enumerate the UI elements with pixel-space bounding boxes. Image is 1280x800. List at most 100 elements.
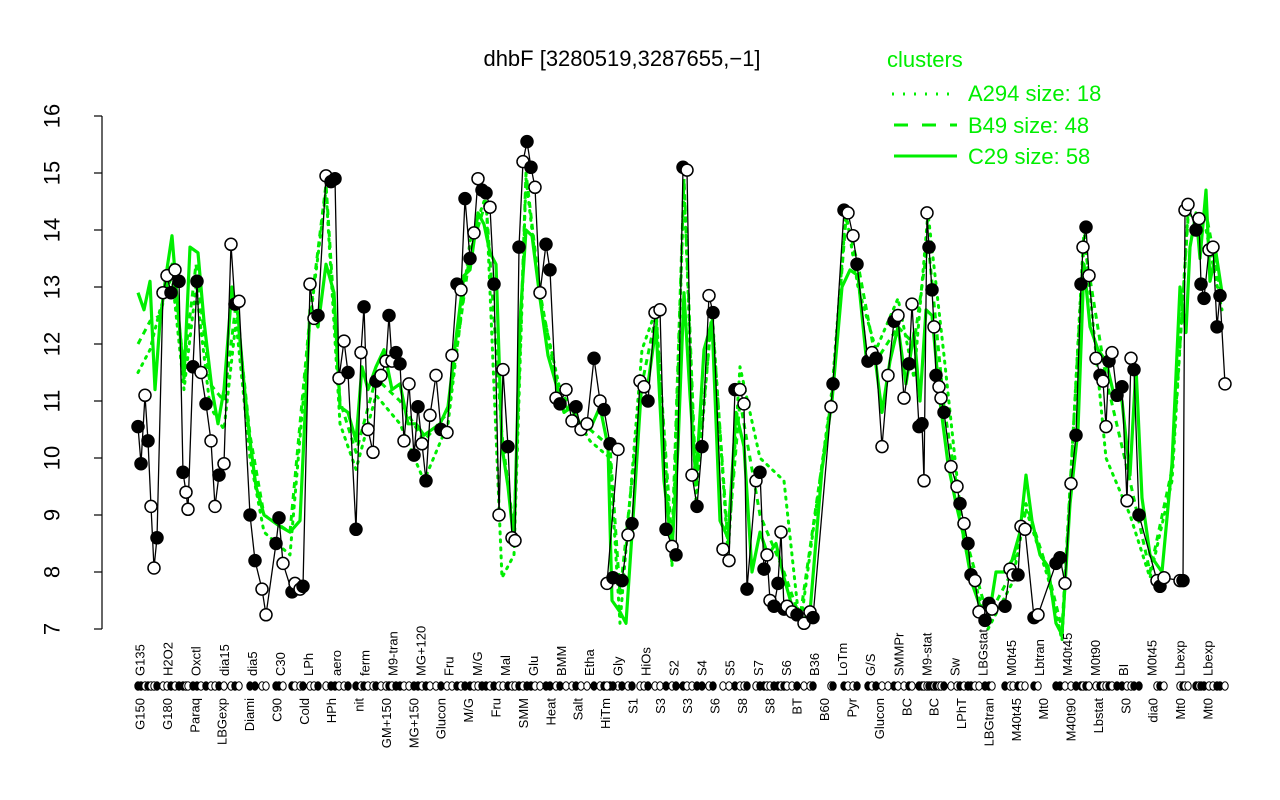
- y-tick-label: 13: [40, 275, 65, 299]
- x-tick-label: S5: [723, 660, 738, 676]
- x-tick-label: BMM: [554, 646, 569, 676]
- x-tick-label: SMMPr: [891, 632, 906, 676]
- x-tick-label: Lbexp: [1201, 641, 1216, 676]
- sample-point: [131, 419, 145, 434]
- x-tick-label: LBGstat: [976, 629, 991, 676]
- sample-point: [806, 610, 820, 625]
- x-tick-label: G135: [133, 644, 148, 676]
- sample-point: [463, 251, 477, 266]
- sample-point: [389, 345, 403, 360]
- x-tick-label: Fru: [489, 698, 504, 718]
- sample-point: [927, 320, 941, 334]
- sample-point: [929, 368, 943, 383]
- sample-point: [826, 377, 840, 391]
- x-tick-label: BT: [790, 698, 805, 715]
- x-tick-label: S2: [667, 660, 682, 676]
- x-tick-label: Pyr: [845, 697, 860, 717]
- sample-point: [407, 448, 421, 462]
- sample-point: [224, 237, 238, 252]
- sample-point: [685, 468, 699, 482]
- sample-point: [341, 365, 355, 380]
- sample-point: [875, 439, 889, 454]
- x-rug: [134, 681, 1229, 691]
- sample-point: [1058, 576, 1072, 591]
- sample-point: [415, 437, 429, 451]
- x-tick-label: M0t45: [1004, 640, 1019, 676]
- x-tick-label: Lbtran: [1032, 639, 1047, 676]
- sample-point: [580, 417, 594, 431]
- sample-point: [393, 357, 407, 371]
- sample-point: [1213, 288, 1227, 303]
- x-tick-label: M/G: [461, 698, 476, 723]
- x-tick-label: Mt0: [1201, 698, 1216, 720]
- x-tick-label: MG+150: [406, 698, 421, 748]
- x-tick-label: Gly: [610, 656, 625, 676]
- sample-point: [501, 439, 515, 454]
- x-tick-label: HPh: [324, 698, 339, 723]
- sample-point: [771, 576, 785, 591]
- sample-point: [597, 402, 611, 417]
- x-tick-label: Sw: [948, 657, 963, 676]
- sample-point: [1076, 240, 1090, 254]
- sample-point: [625, 516, 639, 531]
- sample-point: [1115, 380, 1129, 394]
- sample-point: [524, 160, 538, 175]
- x-tick-label: Lbexp: [1172, 641, 1187, 676]
- sample-point: [1099, 419, 1113, 434]
- x-tick-label: M0t45: [1144, 640, 1159, 676]
- sample-point: [1096, 374, 1110, 388]
- sample-point: [553, 397, 567, 411]
- x-tick-label: Oxctl: [189, 646, 204, 676]
- x-tick-label: Glucon: [872, 698, 887, 739]
- x-tick-label: ferm: [357, 650, 372, 676]
- sample-point: [1157, 570, 1171, 585]
- sample-point: [429, 368, 443, 383]
- sample-point: [492, 508, 506, 522]
- legend: clusters A294 size: 18 B49 size: 48 C29 …: [887, 47, 1101, 169]
- sample-point: [1189, 223, 1203, 237]
- x-tick-label: M40t90: [1064, 698, 1079, 741]
- y-tick-label: 11: [40, 390, 65, 413]
- sample-point: [176, 465, 190, 480]
- chart-title: dhbF [3280519,3287655,−1]: [483, 46, 760, 71]
- sample-point: [1105, 345, 1119, 360]
- sample-point: [1124, 351, 1138, 366]
- sample-point: [915, 417, 929, 431]
- sample-point: [968, 573, 982, 588]
- sample-point: [445, 348, 459, 363]
- x-tick-label: Salt: [571, 698, 586, 721]
- sample-point: [397, 434, 411, 448]
- x-tick-label: S1: [625, 698, 640, 714]
- sample-point: [985, 602, 999, 616]
- x-tick-label: Glucon: [434, 698, 449, 739]
- x-tick-label: M40t45: [1009, 698, 1024, 741]
- sample-point: [1176, 573, 1190, 588]
- sample-point: [259, 608, 273, 622]
- sample-point: [354, 345, 368, 360]
- x-tick-label: BI: [1116, 664, 1131, 676]
- x-tick-label: Mal: [498, 655, 513, 676]
- sample-point: [1206, 240, 1220, 254]
- sample-point: [950, 479, 964, 494]
- sample-point: [740, 582, 754, 596]
- sample-point: [611, 442, 625, 457]
- x-labels-top: G135 H2O2 Oxctl dia15 dia5 C30 LPh aero ferm M9-t…: [133, 626, 1216, 676]
- sample-point: [194, 365, 208, 380]
- x-tick-label: M40t45: [1060, 633, 1075, 676]
- sample-point: [757, 562, 771, 576]
- sample-point: [296, 579, 310, 594]
- sample-point: [361, 422, 375, 437]
- sample-point: [1064, 476, 1078, 491]
- sample-point: [1053, 551, 1067, 565]
- sample-point: [1194, 277, 1208, 291]
- x-tick-label: Lbstat: [1091, 698, 1106, 734]
- sample-point: [722, 553, 736, 568]
- sample-point: [543, 263, 557, 277]
- sample-point: [565, 414, 579, 428]
- sample-point: [621, 528, 635, 542]
- sample-point: [179, 485, 193, 499]
- sample-points: [131, 134, 1232, 631]
- sample-point: [920, 206, 934, 220]
- sample-point: [508, 533, 522, 548]
- sample-point: [458, 191, 472, 206]
